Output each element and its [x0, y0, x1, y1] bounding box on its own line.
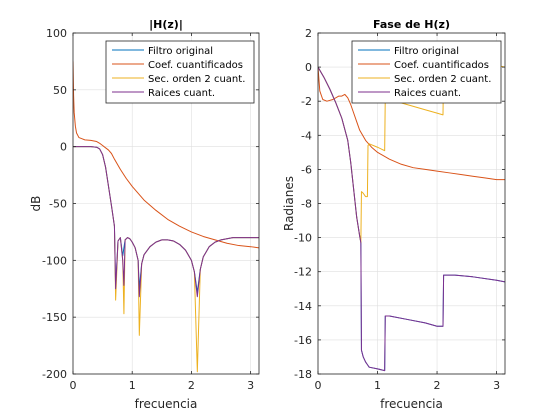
x-axis-label: frecuencia — [135, 397, 198, 411]
legend-label: Sec. orden 2 cuant. — [394, 74, 491, 85]
legend-label: Sec. orden 2 cuant. — [148, 74, 245, 85]
legend-label: Raices cuant. — [394, 88, 461, 99]
chart-1: 0 1 2 3 100 50 0 -50 -100 -150 -200 |H(z)| frecuenci… — [29, 18, 260, 411]
legend-label: Raices cuant. — [148, 88, 215, 99]
y-tick-label: -12 — [294, 266, 312, 279]
y-tick-label: 100 — [46, 27, 67, 40]
series-line-4 — [73, 146, 259, 298]
y-axis-label: Radianes — [282, 176, 296, 231]
legend: Filtro original Coef. cuantificados Sec. o… — [351, 40, 502, 104]
y-tick-label: 0 — [60, 141, 67, 154]
legend-label: Coef. cuantificados — [394, 60, 489, 71]
y-tick-label: -4 — [301, 129, 312, 142]
series-line-2 — [73, 61, 259, 249]
x-axis-label: frecuencia — [380, 397, 443, 411]
x-tick-label: 3 — [493, 379, 500, 392]
legend-label: Filtro original — [148, 46, 213, 57]
x-tick-label: 2 — [434, 379, 441, 392]
x-tick-label: 1 — [374, 379, 381, 392]
x-tick-label: 0 — [315, 379, 322, 392]
legend: Filtro original Coef. cuantificados Sec. o… — [105, 40, 255, 104]
y-tick-label: -2 — [301, 95, 312, 108]
y-tick-label: -200 — [42, 368, 67, 381]
chart-title: |H(z)| — [149, 18, 183, 31]
chart-title: Fase de H(z) — [373, 18, 450, 31]
series-line-2 — [318, 67, 505, 181]
y-tick-label: 2 — [305, 27, 312, 40]
y-tick-label: 0 — [305, 61, 312, 74]
series-group — [73, 61, 259, 373]
legend-box — [351, 40, 502, 104]
x-tick-label: 3 — [247, 379, 254, 392]
legend-label: Filtro original — [394, 46, 459, 57]
y-tick-label: -100 — [42, 254, 67, 267]
y-axis-label: dB — [29, 196, 43, 212]
y-tick-label: -6 — [301, 163, 312, 176]
y-tick-label: -10 — [294, 232, 312, 245]
y-tick-label: -14 — [294, 300, 312, 313]
legend-box — [105, 40, 255, 104]
y-tick-label: 50 — [53, 84, 67, 97]
chart-2: 0 1 2 3 2 0 -2 -4 -6 -8 -10 -12 -14 -16 -18 Fase de H(z… — [282, 18, 506, 411]
y-tick-label: -18 — [294, 368, 312, 381]
y-tick-label: -50 — [49, 198, 67, 211]
series-line-4 — [318, 66, 505, 372]
y-tick-label: -150 — [42, 311, 67, 324]
y-tick-label: -8 — [301, 198, 312, 211]
series-group — [318, 61, 505, 372]
x-tick-label: 2 — [188, 379, 195, 392]
legend-label: Coef. cuantificados — [148, 60, 243, 71]
y-tick-label: -16 — [294, 334, 312, 347]
x-tick-label: 0 — [70, 379, 77, 392]
x-tick-label: 1 — [129, 379, 136, 392]
